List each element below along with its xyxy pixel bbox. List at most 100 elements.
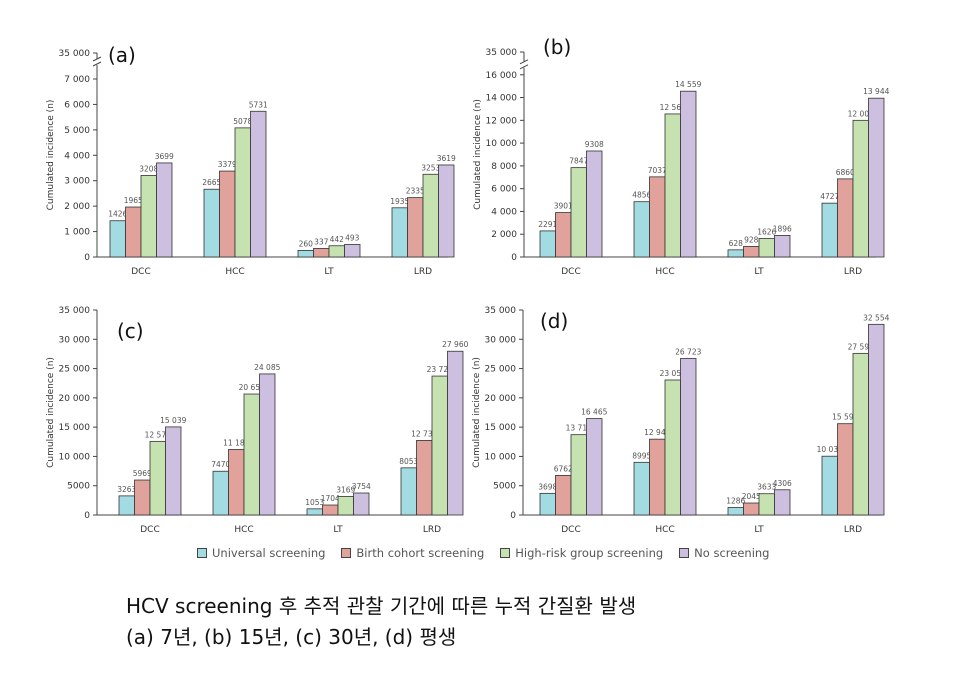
y-tick-label: 20 000 <box>485 394 517 404</box>
bar-lt-series-3 <box>344 244 361 258</box>
y-tick-label: 14 000 <box>486 94 518 104</box>
chart-panel-a: 0 1 000 2 000 3 000 4 000 5 000 6 000 7 000 35 0… <box>46 43 456 277</box>
bar-value-label: 3263 <box>117 485 136 494</box>
bar-lrd-series-1 <box>837 178 854 258</box>
bar-value-label: 5731 <box>249 100 268 109</box>
bar-lrd-series-2 <box>852 119 869 258</box>
bar-value-label: 15 590 <box>832 413 858 422</box>
bar-value-label: 15 039 <box>160 416 186 425</box>
bar-dcc-series-2 <box>140 175 157 258</box>
bar-value-label: 2665 <box>202 178 221 187</box>
bar-lt-series-2 <box>328 245 345 258</box>
panel-label: (b) <box>543 35 571 59</box>
bar-lrd-series-2 <box>422 173 439 258</box>
x-tick-label-lrd: LRD <box>423 525 441 535</box>
bar-value-label: 3901 <box>554 202 573 211</box>
bar-dcc-series-3 <box>586 418 603 516</box>
x-tick-label-lt: LT <box>754 267 764 277</box>
bar-value-label: 1935 <box>390 197 409 206</box>
bar-value-label: 27 960 <box>442 340 468 349</box>
bar-value-label: 7470 <box>211 460 230 469</box>
y-tick-label: 5000 <box>67 482 90 492</box>
y-tick-label: 6 000 <box>64 100 90 110</box>
bar-lrd-series-2 <box>852 352 869 516</box>
bar-value-label: 12 573 <box>145 430 171 439</box>
x-tick-label-dcc: DCC <box>140 525 160 535</box>
bar-value-label: 14 559 <box>675 80 701 89</box>
x-tick-label-hcc: HCC <box>655 267 674 277</box>
x-tick-label-hcc: HCC <box>655 525 674 535</box>
bar-hcc-series-1 <box>649 438 666 516</box>
bar-lt-series-1 <box>322 504 339 516</box>
bar-lt-series-0 <box>306 508 323 516</box>
legend-swatch-no-screening <box>679 548 690 558</box>
bar-dcc-series-0 <box>109 220 126 258</box>
y-axis-title: Cumulated incidence (n) <box>46 100 56 211</box>
y-tick-label: 7 000 <box>64 75 90 85</box>
bar-lrd-series-1 <box>837 423 854 516</box>
legend-label-high-risk: High-risk group screening <box>515 546 664 560</box>
bar-value-label: 12 562 <box>660 103 686 112</box>
bar-lt-series-3 <box>353 492 370 516</box>
y-tick-label: 10 000 <box>485 452 517 462</box>
bar-value-label: 12 732 <box>411 429 437 438</box>
bar-dcc-series-3 <box>586 150 603 258</box>
legend-swatch-birth-cohort <box>341 548 352 558</box>
bar-value-label: 4856 <box>632 191 651 200</box>
bar-value-label: 10 038 <box>817 445 843 454</box>
y-tick-label: 12 000 <box>486 116 518 126</box>
bar-value-label: 493 <box>345 233 360 242</box>
bar-value-label: 337 <box>314 237 329 246</box>
bar-value-label: 260 <box>299 239 314 248</box>
bar-value-label: 3633 <box>757 483 776 492</box>
y-tick-label: 10 000 <box>59 452 91 462</box>
y-tick-label: 25 000 <box>59 365 91 375</box>
bar-value-label: 6762 <box>554 464 573 473</box>
bar-value-label: 12 947 <box>644 428 670 437</box>
y-tick-label: 30 000 <box>59 335 91 345</box>
y-tick-label: 0 <box>84 253 90 263</box>
bar-lrd-series-3 <box>868 97 885 258</box>
y-tick-label: 4 000 <box>64 151 90 161</box>
bar-lt-series-1 <box>313 248 330 258</box>
x-tick-label-lt: LT <box>333 525 343 535</box>
bar-dcc-series-3 <box>165 426 182 516</box>
y-tick-label: 0 <box>510 511 516 521</box>
bar-dcc-series-1 <box>555 474 572 516</box>
bar-dcc-series-1 <box>555 212 572 258</box>
x-tick-label-dcc: DCC <box>561 267 581 277</box>
x-tick-label-dcc: DCC <box>561 525 581 535</box>
bar-value-label: 3253 <box>421 163 440 172</box>
bar-value-label: 3698 <box>538 482 557 491</box>
bar-dcc-series-2 <box>570 434 587 516</box>
bar-value-label: 32 554 <box>863 313 889 322</box>
y-tick-label: 25 000 <box>485 365 517 375</box>
bar-hcc-series-3 <box>259 373 276 516</box>
bar-hcc-series-2 <box>234 127 251 258</box>
y-tick-label: 0 <box>84 511 90 521</box>
bar-value-label: 4727 <box>820 192 839 201</box>
bar-lrd-series-3 <box>447 350 464 516</box>
bar-lrd-series-3 <box>438 164 455 258</box>
bar-dcc-series-1 <box>134 479 151 516</box>
bar-hcc-series-0 <box>633 201 650 258</box>
bar-value-label: 3208 <box>139 164 158 173</box>
x-tick-label-lt: LT <box>754 525 764 535</box>
x-tick-label-lrd: LRD <box>844 525 862 535</box>
bar-value-label: 23 050 <box>660 369 686 378</box>
x-tick-label-lt: LT <box>324 267 334 277</box>
bar-value-label: 24 085 <box>254 363 280 372</box>
bar-value-label: 8053 <box>399 457 418 466</box>
bar-value-label: 1704 <box>321 494 340 503</box>
y-tick-label: 5 000 <box>64 126 90 136</box>
bar-hcc-series-1 <box>649 176 666 258</box>
bar-lt-series-0 <box>727 249 744 258</box>
bar-lt-series-3 <box>774 235 791 258</box>
bar-lt-series-0 <box>297 249 314 258</box>
axis-break-mark <box>92 56 102 62</box>
chart-panel-d: 0 5000 10 000 15 000 20 000 25 000 30 000 35 00… <box>472 306 890 535</box>
bar-value-label: 6860 <box>836 168 855 177</box>
bar-hcc-series-2 <box>243 393 260 516</box>
bar-value-label: 1896 <box>773 224 792 233</box>
legend-item-no-screening: No screening <box>679 546 769 560</box>
